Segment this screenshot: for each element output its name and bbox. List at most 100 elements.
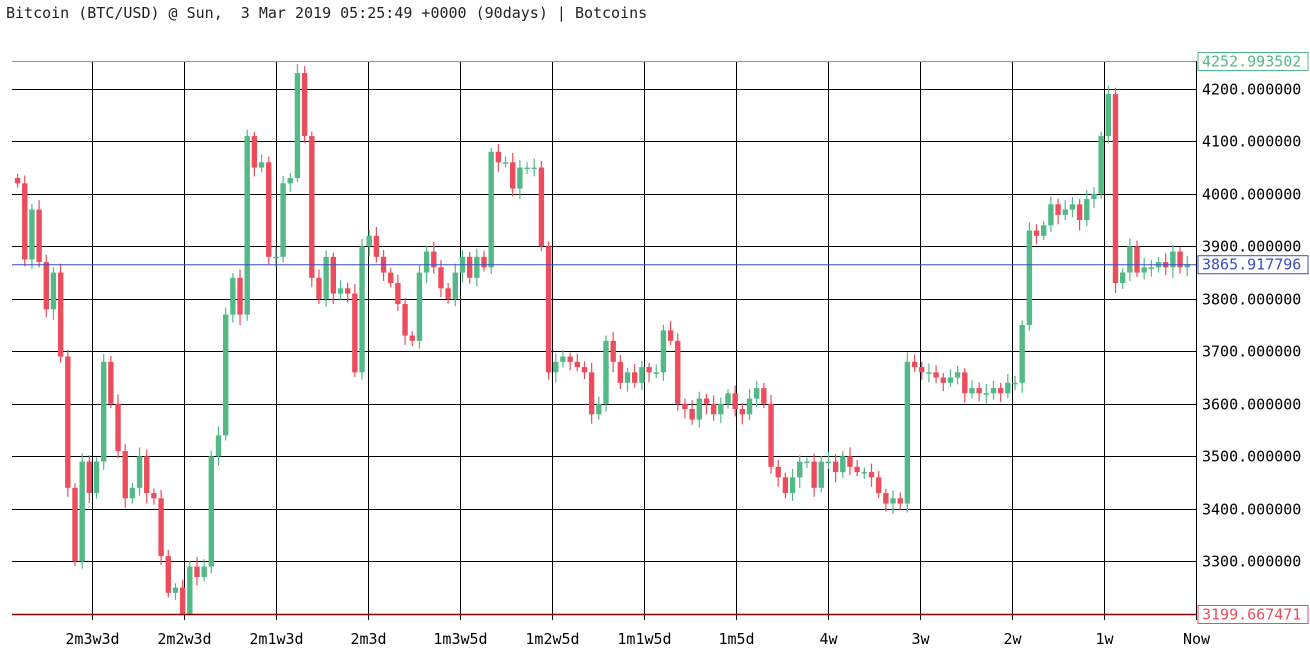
candle-down — [847, 456, 853, 467]
candle-down — [675, 340, 681, 404]
candle-up — [258, 162, 265, 168]
low-price-box — [1197, 605, 1309, 624]
candle-down — [158, 498, 164, 557]
candle-down — [1055, 204, 1061, 215]
candle-down — [115, 403, 121, 452]
candle-down — [919, 367, 925, 373]
candle-up — [273, 256, 279, 259]
y-tick-label: 4200.000000 — [1202, 81, 1301, 99]
candle-down — [495, 151, 502, 163]
candle-down — [682, 403, 688, 410]
candle-up — [789, 477, 796, 494]
candle-down — [545, 246, 552, 373]
x-tick-label: 2m3w3d — [65, 630, 119, 648]
candle-up — [50, 272, 57, 310]
candle-up — [1098, 136, 1104, 194]
candle-down — [431, 251, 437, 268]
high-price-label: 4252.993502 — [1202, 53, 1301, 71]
candle-down — [179, 587, 186, 614]
candle-up — [337, 288, 344, 294]
x-tick-label: 1m3w5d — [433, 630, 487, 648]
x-tick-label: 2m1w3d — [249, 630, 303, 648]
candle-up — [129, 487, 136, 499]
x-tick-label: 1m1w5d — [617, 630, 671, 648]
candle-up — [1170, 251, 1176, 268]
candle-down — [266, 162, 272, 257]
x-tick-label: 1m2w5d — [525, 630, 579, 648]
candle-down — [144, 456, 150, 494]
candle-up — [323, 256, 329, 299]
candle-down — [775, 466, 781, 478]
candle-up — [1119, 272, 1126, 284]
candle-up — [29, 209, 35, 260]
current-price-box — [1197, 255, 1309, 275]
x-tick-label: 2m2w3d — [157, 630, 211, 648]
x-tick-label: 2m3d — [350, 630, 386, 648]
y-tick-label: 3600.000000 — [1202, 396, 1301, 414]
candle-down — [445, 288, 451, 299]
candle-up — [201, 566, 207, 578]
candle-up — [947, 377, 954, 383]
candle-down — [388, 272, 394, 284]
candle-down — [1177, 251, 1183, 268]
candle-down — [911, 361, 918, 368]
y-tick-label: 3800.000000 — [1202, 291, 1301, 309]
y-tick-label: 3400.000000 — [1202, 501, 1301, 519]
candle-up — [79, 461, 85, 562]
candle-up — [1048, 204, 1054, 226]
candle-down — [309, 136, 315, 278]
candle-down — [237, 277, 243, 315]
candle-up — [136, 456, 143, 488]
candle-up — [1141, 267, 1147, 273]
candle-down — [1033, 230, 1040, 236]
candle-up — [423, 251, 430, 273]
candle-up — [187, 566, 193, 614]
candle-up — [639, 367, 645, 383]
y-tick-label: 3500.000000 — [1202, 448, 1301, 466]
candle-up — [718, 403, 724, 415]
candle-up — [1026, 230, 1033, 326]
candle-up — [926, 372, 932, 374]
candle-down — [782, 477, 789, 494]
candle-up — [1069, 204, 1076, 210]
candle-down — [768, 403, 774, 467]
candle-down — [43, 262, 49, 310]
candle-down — [57, 272, 64, 357]
candle-down — [1112, 94, 1119, 284]
candle-down — [395, 283, 401, 305]
candle-up — [1148, 267, 1155, 269]
candle-up — [596, 403, 602, 415]
candle-down — [703, 398, 710, 404]
candle-up — [653, 372, 659, 374]
candle-down — [574, 361, 580, 368]
candle-down — [940, 377, 946, 383]
candle-up — [366, 235, 372, 247]
candle-up — [294, 73, 301, 179]
candle-down — [538, 167, 545, 247]
candle-down — [510, 162, 516, 189]
candle-up — [660, 330, 667, 373]
candle-down — [710, 403, 717, 415]
candle-down — [1076, 204, 1083, 221]
y-tick-label: 3300.000000 — [1202, 553, 1301, 571]
candle-up — [488, 151, 494, 268]
candle-up — [416, 272, 423, 341]
candle-up — [797, 461, 803, 478]
candle-down — [22, 183, 28, 260]
candle-down — [997, 388, 1004, 394]
candle-down — [646, 367, 652, 373]
candle-down — [588, 372, 595, 415]
candle-up — [603, 340, 609, 404]
candle-down — [868, 472, 875, 478]
candle-down — [689, 409, 695, 420]
chart-title: Bitcoin (BTC/USD) @ Sun, 3 Mar 2019 05:2… — [6, 4, 648, 22]
candle-up — [696, 398, 702, 420]
y-tick-label: 3700.000000 — [1202, 343, 1301, 361]
candle-down — [617, 361, 624, 383]
candle-up — [890, 498, 896, 504]
candle-down — [251, 136, 258, 168]
candle-up — [222, 314, 229, 436]
candle-down — [108, 361, 114, 404]
candle-up — [1019, 325, 1025, 383]
